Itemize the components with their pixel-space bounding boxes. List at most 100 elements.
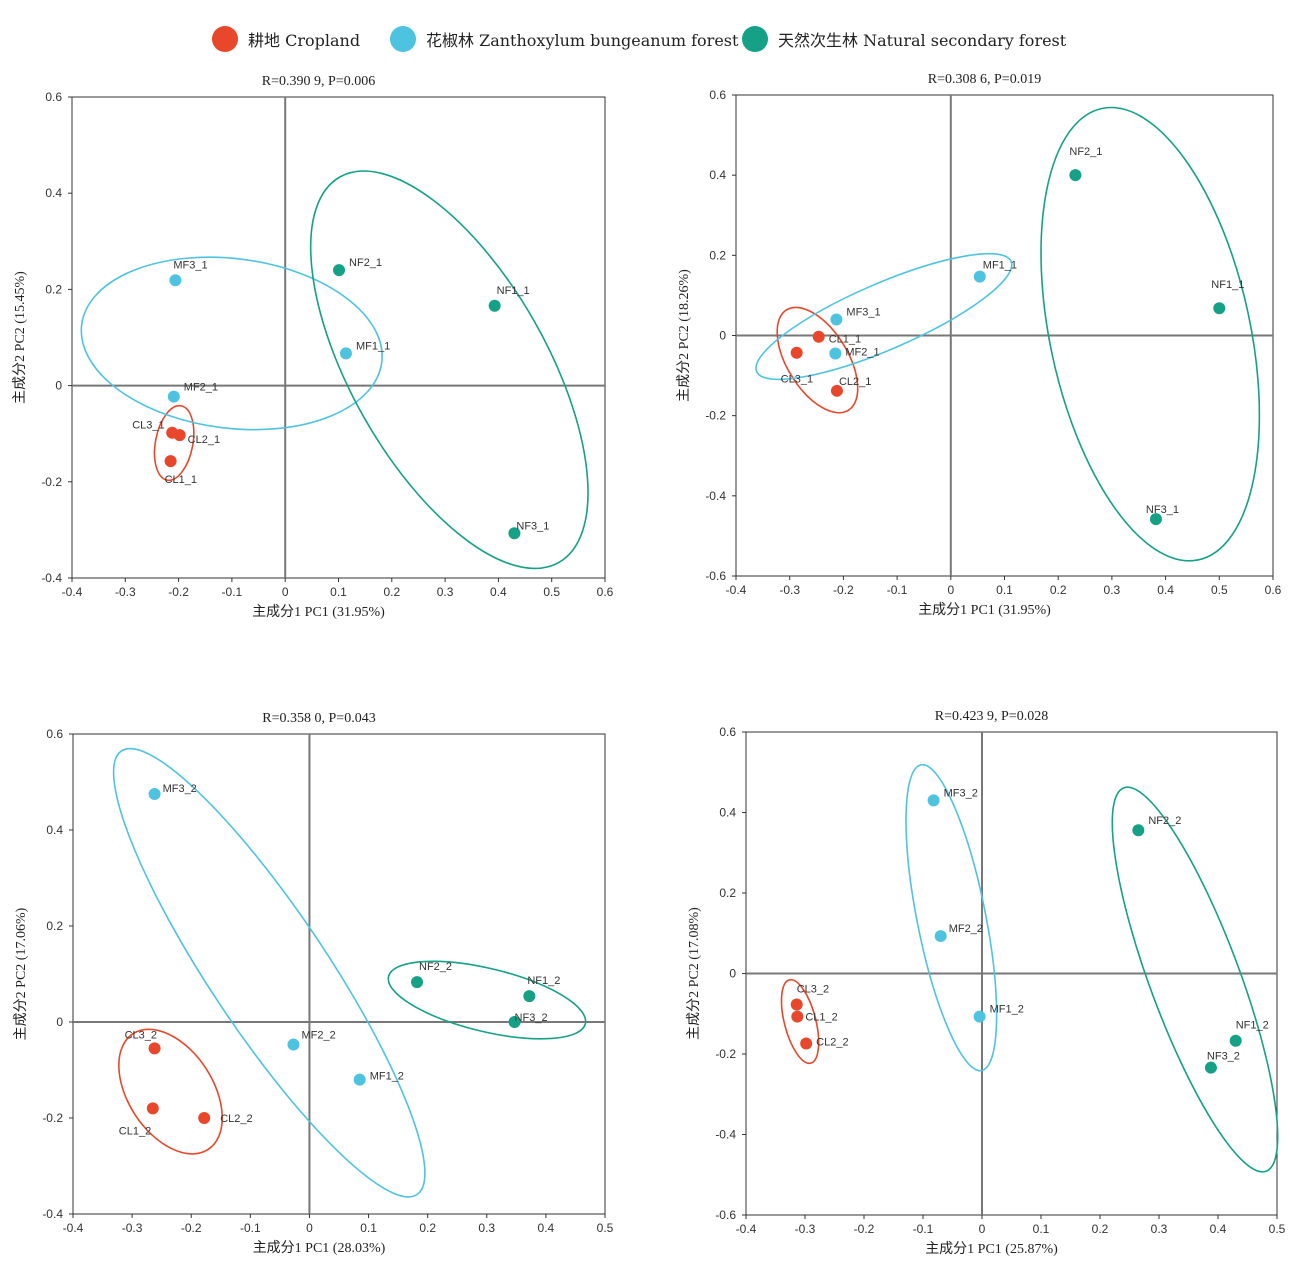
confidence-ellipse-zanthoxylum: [905, 763, 998, 1072]
sample-point: [523, 990, 536, 1003]
y-tick-label: 0.6: [46, 727, 63, 741]
sample-point: [353, 1073, 366, 1086]
x-tick-label: 0.4: [1157, 583, 1174, 597]
zanthoxylum-marker-icon: [390, 26, 416, 52]
y-tick-label: -0.2: [705, 409, 726, 423]
chart-title: R=0.358 0, P=0.043: [262, 711, 375, 726]
x-tick-label: -0.2: [854, 1222, 875, 1236]
x-tick-label: -0.2: [181, 1221, 202, 1235]
sample-point: [927, 794, 940, 807]
sample-point: [146, 1102, 159, 1115]
chart-title: R=0.423 9, P=0.028: [935, 709, 1048, 724]
legend-label-natural-forest: 天然次生林 Natural secondary forest: [778, 31, 1067, 50]
x-tick-label: -0.1: [887, 583, 908, 597]
x-axis-title: 主成分1 PC1 (31.95%): [252, 604, 385, 620]
sample-label: CL2_2: [816, 1037, 848, 1049]
x-tick-label: -0.3: [779, 583, 800, 597]
legend-label-cropland: 耕地 Cropland: [248, 31, 361, 50]
y-tick-label: -0.2: [41, 475, 62, 489]
confidence-ellipse-natural: [1111, 786, 1279, 1173]
sample-label: MF2_2: [301, 1030, 335, 1042]
x-tick-label: 0.1: [360, 1221, 377, 1235]
y-tick-label: -0.6: [705, 569, 726, 583]
sample-point: [169, 274, 182, 287]
sample-point: [508, 527, 521, 540]
legend-item-zanthoxylum-forest: 花椒林 Zanthoxylum bungeanum forest: [390, 22, 738, 56]
sample-point: [333, 264, 346, 277]
sample-point: [1149, 513, 1162, 526]
x-tick-label: -0.2: [168, 585, 189, 599]
x-tick-label: 0.3: [1104, 583, 1121, 597]
x-tick-label: 0: [947, 583, 954, 597]
y-tick-label: -0.4: [715, 1128, 736, 1142]
x-tick-label: 0.3: [478, 1221, 495, 1235]
y-tick-label: -0.6: [715, 1208, 736, 1222]
y-tick-label: -0.2: [715, 1047, 736, 1061]
x-tick-label: 0: [306, 1221, 313, 1235]
sample-label: MF3_1: [173, 259, 207, 271]
sample-point: [411, 976, 424, 989]
y-tick-label: -0.4: [705, 489, 726, 503]
sample-label: MF2_2: [949, 923, 983, 935]
sample-point: [791, 1010, 804, 1023]
x-tick-label: -0.3: [115, 585, 136, 599]
x-tick-label: -0.1: [913, 1222, 934, 1236]
y-tick-label: 0.4: [709, 168, 726, 182]
confidence-ellipse-natural: [309, 170, 589, 570]
x-tick-label: 0.2: [419, 1221, 436, 1235]
x-axis-title: 主成分1 PC1 (25.87%): [925, 1241, 1058, 1257]
sample-point: [167, 390, 180, 403]
sample-point: [812, 330, 825, 343]
x-tick-label: -0.4: [63, 1221, 84, 1235]
x-axis-title: 主成分1 PC1 (28.03%): [253, 1240, 386, 1256]
x-tick-label: -0.4: [726, 583, 747, 597]
x-tick-label: 0.1: [330, 585, 347, 599]
x-tick-label: 0.3: [1151, 1222, 1168, 1236]
sample-point: [934, 930, 947, 943]
sample-label: NF3_2: [515, 1012, 548, 1024]
chart-title: R=0.308 6, P=0.019: [928, 72, 1041, 87]
y-tick-label: 0.4: [45, 186, 62, 200]
x-tick-label: 0.1: [1033, 1222, 1050, 1236]
legend-label-zanthoxylum-forest: 花椒林 Zanthoxylum bungeanum forest: [426, 31, 739, 50]
sample-point: [1132, 824, 1145, 837]
sample-point: [800, 1037, 813, 1050]
sample-label: CL3_1: [132, 420, 164, 432]
pcoa-chart-bottom-left: R=0.358 0, P=0.043 -0.4 -0.3 -0.2 -0.1 0 0.1 0.…: [13, 711, 614, 1256]
x-tick-label: 0.6: [597, 585, 614, 599]
sample-point: [790, 998, 803, 1011]
y-tick-label: 0: [729, 967, 736, 981]
sample-label: CL1_2: [119, 1125, 151, 1137]
sample-label: CL1_2: [805, 1012, 837, 1024]
x-tick-label: -0.2: [833, 583, 854, 597]
sample-point: [1069, 169, 1082, 182]
sample-point: [830, 313, 843, 326]
sample-label: NF2_2: [1148, 815, 1181, 827]
sample-label: CL3_2: [797, 983, 829, 995]
y-tick-label: -0.4: [42, 1207, 63, 1221]
confidence-ellipse-natural: [1040, 106, 1261, 562]
y-tick-label: 0.6: [45, 90, 62, 104]
confidence-ellipse-cropland: [153, 404, 195, 482]
sample-label: NF3_1: [516, 520, 549, 532]
sample-point: [1204, 1061, 1217, 1074]
cropland-marker-icon: [212, 26, 238, 52]
sample-label: NF3_1: [1146, 504, 1179, 516]
sample-label: MF3_2: [944, 787, 978, 799]
sample-label: CL1_1: [829, 334, 861, 346]
y-axis-title: 主成分2 PC2 (17.08%): [686, 907, 702, 1040]
x-tick-label: 0.4: [1210, 1222, 1227, 1236]
confidence-ellipse-cropland: [780, 978, 820, 1065]
x-tick-label: 0.1: [996, 583, 1013, 597]
confidence-ellipse-natural: [387, 960, 587, 1040]
confidence-ellipse-cropland: [118, 1028, 224, 1155]
sample-point: [973, 270, 986, 283]
sample-point: [1229, 1034, 1242, 1047]
x-tick-label: 0.6: [1265, 583, 1282, 597]
x-axis-title: 主成分1 PC1 (31.95%): [918, 602, 1051, 618]
sample-label: NF1_1: [1211, 279, 1244, 291]
sample-label: CL3_1: [781, 374, 813, 386]
sample-label: MF3_1: [846, 306, 880, 318]
x-tick-label: 0.3: [437, 585, 454, 599]
confidence-ellipse-zanthoxylum: [755, 252, 1013, 381]
